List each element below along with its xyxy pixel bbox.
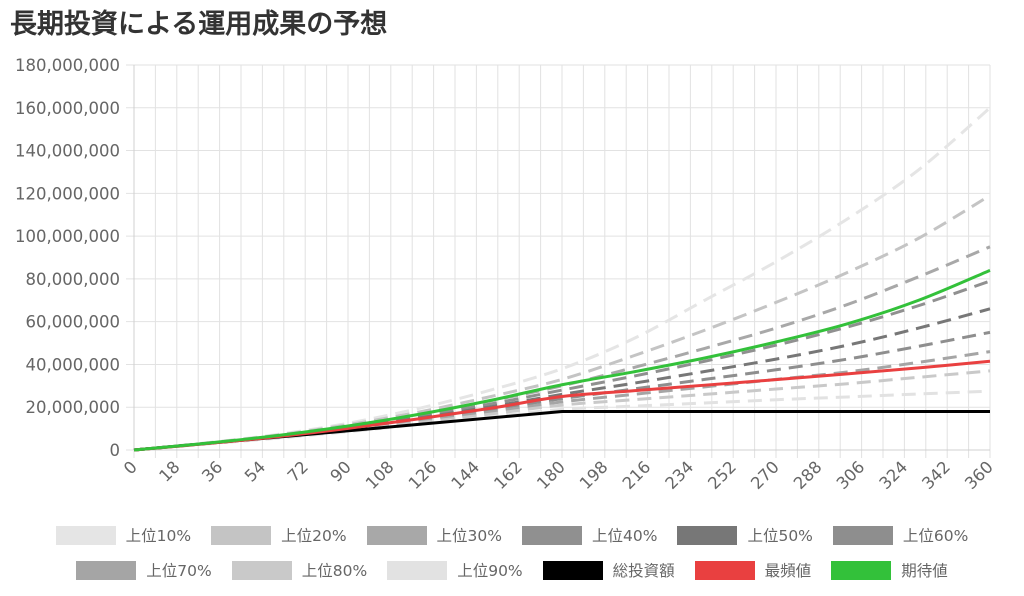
legend-swatch (366, 525, 427, 545)
legend-swatch (55, 525, 116, 545)
y-tick-label: 80,000,000 (26, 270, 120, 289)
legend-item[interactable]: 総投資額 (542, 555, 675, 585)
legend-label: 上位30% (436, 527, 502, 545)
legend-item[interactable]: 上位40% (522, 520, 657, 550)
x-tick-label: 360 (961, 457, 997, 493)
legend-swatch (542, 560, 603, 580)
y-tick-label: 40,000,000 (26, 355, 120, 374)
x-tick-label: 216 (619, 457, 655, 493)
x-tick-label: 306 (833, 457, 869, 493)
legend-swatch (832, 525, 893, 545)
legend-label: 上位40% (592, 527, 658, 545)
x-tick-label: 180 (533, 457, 569, 493)
series-line-12 (133, 268, 991, 452)
legend-label: 上位90% (457, 562, 523, 580)
y-tick-label: 0 (110, 441, 121, 460)
legend-label: 上位20% (281, 527, 347, 545)
legend-item[interactable]: 上位70% (76, 555, 212, 585)
x-axis-ticks: 0 18 36 54 72 90 108 126 144 162 180 198 216 234 252 27… (120, 457, 997, 493)
x-tick-label: 270 (747, 457, 783, 493)
legend-item[interactable]: 最頻値 (694, 555, 812, 585)
x-tick-label: 108 (362, 457, 398, 493)
legend-item[interactable]: 期待値 (831, 555, 948, 585)
chart-title: 長期投資による運用成果の予想 (10, 9, 388, 40)
legend-swatch (387, 560, 448, 580)
legend-swatch (694, 560, 755, 580)
legend-swatch (831, 560, 892, 580)
legend-swatch (677, 525, 738, 545)
legend-item[interactable]: 上位10% (55, 520, 192, 550)
legend-label: 総投資額 (612, 562, 675, 580)
legend-swatch (522, 525, 582, 545)
x-tick-label: 144 (448, 457, 484, 493)
legend-swatch (76, 560, 137, 580)
legend-label: 上位70% (146, 562, 212, 580)
legend-label: 上位50% (747, 527, 813, 545)
legend-item[interactable]: 上位30% (366, 520, 502, 550)
legend-label: 上位10% (125, 527, 192, 545)
x-tick-label: 18 (155, 457, 183, 485)
legend-label: 上位60% (902, 527, 969, 545)
legend-row-1: 上位10% 上位20% 上位30% 上位40% 上位50% 上位60% (0, 520, 1024, 550)
x-tick-label: 72 (284, 457, 312, 485)
legend-item[interactable]: 上位50% (677, 520, 813, 550)
legend-item[interactable]: 上位20% (211, 520, 347, 550)
x-tick-label: 234 (662, 457, 698, 493)
legend-item[interactable]: 上位80% (231, 555, 368, 585)
legend-item[interactable]: 上位90% (387, 555, 523, 585)
legend-swatch (231, 560, 292, 580)
y-tick-label: 160,000,000 (15, 99, 120, 118)
legend-label: 最頻値 (764, 562, 812, 580)
y-axis-ticks: 0 20,000,000 40,000,000 60,000,000 80,000,00… (15, 56, 120, 460)
legend-label: 上位80% (301, 562, 368, 580)
legend-row-2: 上位70% 上位80% 上位90% 総投資額 最頻値 期待値 (0, 555, 1024, 585)
x-tick-label: 126 (405, 457, 441, 493)
y-tick-label: 180,000,000 (15, 56, 120, 75)
x-tick-label: 162 (490, 457, 526, 493)
line-chart: 0 20,000,000 40,000,000 60,000,000 80,000,00… (15, 56, 997, 493)
y-tick-label: 20,000,000 (26, 398, 120, 417)
x-tick-label: 288 (790, 457, 826, 493)
series-lines (133, 106, 991, 452)
x-tick-label: 252 (704, 457, 740, 493)
x-tick-label: 198 (576, 457, 612, 493)
x-tick-label: 54 (241, 457, 269, 485)
y-tick-label: 100,000,000 (15, 227, 120, 246)
y-tick-label: 140,000,000 (15, 142, 120, 161)
x-tick-label: 90 (327, 457, 355, 485)
x-tick-label: 0 (120, 457, 141, 478)
y-tick-label: 60,000,000 (26, 313, 120, 332)
legend-item[interactable]: 上位60% (832, 520, 969, 550)
x-tick-label: 342 (918, 457, 954, 493)
y-tick-label: 120,000,000 (15, 184, 120, 203)
x-tick-label: 36 (198, 457, 226, 485)
x-tick-label: 324 (876, 457, 912, 493)
legend-label: 期待値 (901, 562, 948, 580)
legend-swatch (211, 525, 272, 545)
